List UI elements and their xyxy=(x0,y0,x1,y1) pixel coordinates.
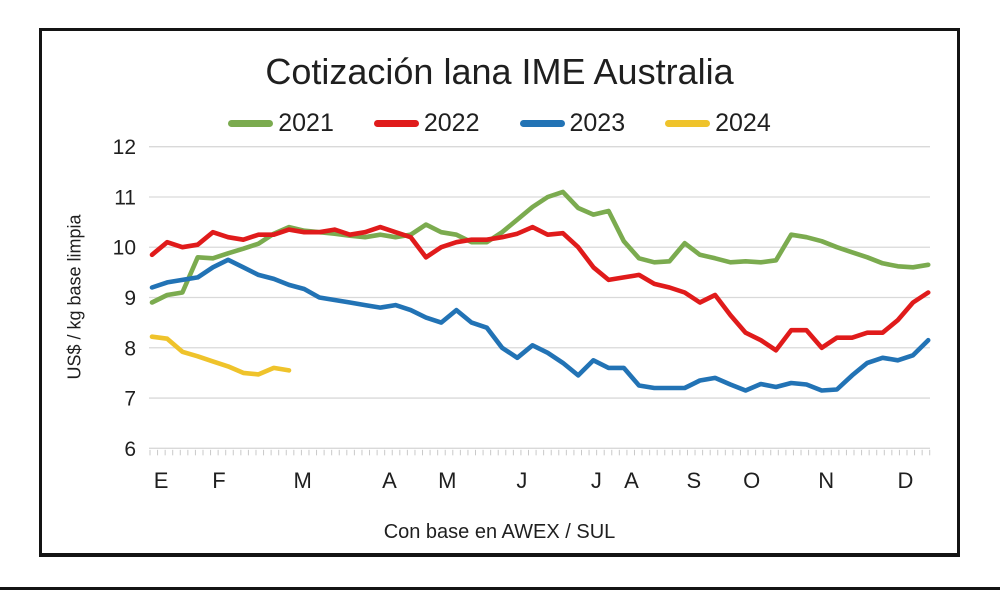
month-label-O-9: O xyxy=(743,468,760,493)
chart-title: Cotización lana IME Australia xyxy=(265,51,734,92)
legend-item-2021: 2021 xyxy=(228,109,334,138)
y-tick-label-11: 11 xyxy=(114,186,136,209)
legend: 2021 2022 2023 2024 xyxy=(42,109,957,138)
x-axis-note: Con base en AWEX / SUL xyxy=(383,521,616,543)
month-label-M-2: M xyxy=(294,468,312,493)
bottom-separator-rule xyxy=(0,587,1000,590)
legend-swatch-2024 xyxy=(665,120,711,127)
legend-swatch-2022 xyxy=(373,120,419,127)
legend-label-2021: 2021 xyxy=(278,109,334,137)
month-label-S-8: S xyxy=(686,468,701,493)
legend-swatch-2021 xyxy=(228,120,274,127)
month-label-M-4: M xyxy=(438,468,456,493)
y-tick-label-9: 9 xyxy=(124,287,136,310)
month-label-N-10: N xyxy=(818,468,834,493)
month-label-A-7: A xyxy=(624,468,639,493)
y-tick-label-8: 8 xyxy=(124,337,136,360)
month-label-J-6: J xyxy=(591,468,602,493)
legend-label-2024: 2024 xyxy=(715,109,771,137)
month-label-J-5: J xyxy=(516,468,527,493)
month-label-F-1: F xyxy=(212,468,225,493)
chart-frame: Cotización lana IME Australia 2021 2022 20… xyxy=(39,28,960,557)
legend-item-2022: 2022 xyxy=(373,109,480,138)
month-label-E-0: E xyxy=(154,468,169,493)
month-label-A-3: A xyxy=(382,468,397,493)
legend-label-2023: 2023 xyxy=(569,109,626,137)
series-line-2023 xyxy=(149,257,931,393)
y-tick-label-10: 10 xyxy=(113,237,136,260)
month-label-D-11: D xyxy=(897,468,913,493)
legend-item-2024: 2024 xyxy=(665,109,771,138)
series-line-2024 xyxy=(149,334,292,377)
legend-swatch-2023 xyxy=(519,120,565,127)
y-tick-label-7: 7 xyxy=(124,388,136,411)
y-tick-label-6: 6 xyxy=(124,438,136,461)
legend-item-2023: 2023 xyxy=(519,109,626,138)
series-line-2022 xyxy=(149,224,931,353)
legend-label-2022: 2022 xyxy=(423,109,480,137)
y-tick-label-12: 12 xyxy=(113,136,136,159)
